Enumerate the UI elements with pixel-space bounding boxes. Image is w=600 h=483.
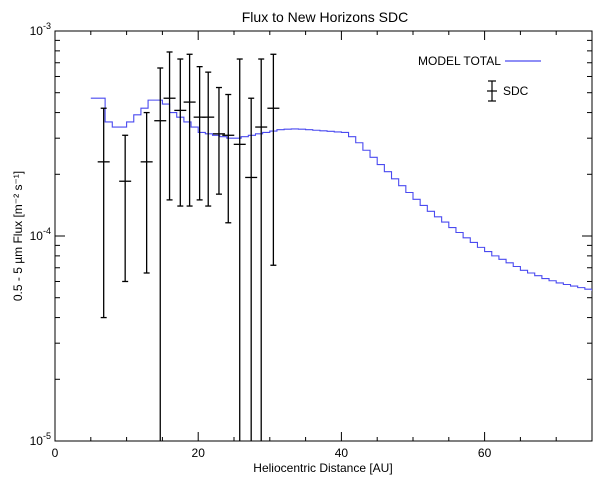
sdc-errorbar-point bbox=[255, 58, 268, 441]
sdc-errorbar-point bbox=[140, 111, 153, 274]
chart-title: Flux to New Horizons SDC bbox=[242, 9, 409, 25]
x-axis-ticks: 0 20 40 60 bbox=[52, 31, 593, 460]
sdc-errorbar-point bbox=[267, 53, 280, 266]
y-tick-label-base: 10 bbox=[30, 229, 44, 243]
y-axis-ticks: 10-510-410-3 bbox=[30, 21, 592, 448]
sdc-errorbar-point bbox=[193, 66, 206, 201]
legend-symbol-sdc bbox=[487, 80, 497, 102]
sdc-errorbar-point bbox=[119, 134, 132, 283]
x-tick-label: 60 bbox=[478, 446, 492, 460]
x-tick-label: 20 bbox=[192, 446, 206, 460]
sdc-errorbar-point bbox=[245, 97, 258, 441]
y-tick-label-exponent: -4 bbox=[43, 226, 51, 236]
legend-label-model-total: MODEL TOTAL bbox=[418, 54, 501, 68]
y-tick-label-exponent: -3 bbox=[43, 21, 51, 31]
x-tick-label: 40 bbox=[335, 446, 349, 460]
legend: MODEL TOTAL SDC bbox=[418, 54, 541, 102]
y-tick-label-base: 10 bbox=[30, 24, 44, 38]
sdc-errorbar-point bbox=[222, 93, 235, 224]
sdc-errorbar-point bbox=[183, 53, 196, 207]
sdc-errorbar-point bbox=[163, 51, 176, 201]
sdc-errorbar-point bbox=[202, 71, 215, 207]
sdc-errorbar-point bbox=[97, 107, 110, 319]
legend-label-sdc: SDC bbox=[503, 84, 529, 98]
sdc-errorbar-point bbox=[174, 58, 187, 207]
y-tick-label: 10-4 bbox=[30, 226, 51, 243]
x-axis-label: Heliocentric Distance [AU] bbox=[253, 461, 392, 475]
sdc-errorbar-point bbox=[154, 67, 167, 441]
y-tick-label: 10-5 bbox=[30, 431, 51, 448]
y-tick-label-base: 10 bbox=[30, 434, 44, 448]
series-line-model-total bbox=[90, 97, 592, 291]
plot-area bbox=[90, 51, 592, 441]
y-tick-label-exponent: -5 bbox=[43, 431, 51, 441]
sdc-errorbar-point bbox=[212, 86, 225, 195]
y-axis-label: 0.5 - 5 µm Flux [m⁻² s⁻¹] bbox=[11, 171, 25, 301]
sdc-errorbar-point bbox=[233, 58, 246, 441]
y-tick-label: 10-3 bbox=[30, 21, 51, 38]
x-tick-label: 0 bbox=[52, 446, 59, 460]
